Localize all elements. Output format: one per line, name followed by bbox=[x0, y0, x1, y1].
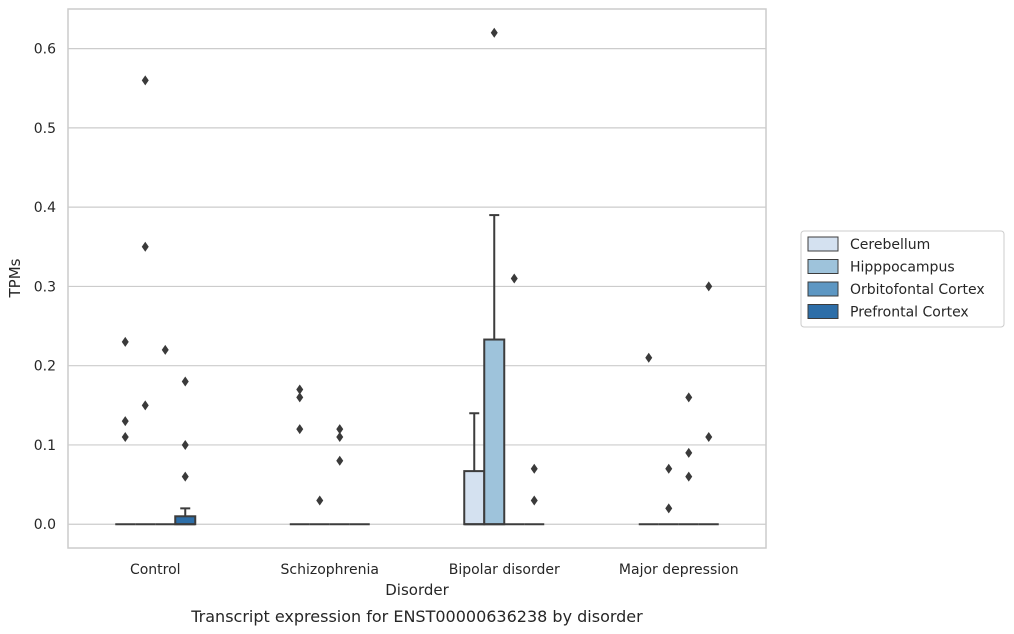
outlier-point bbox=[121, 416, 129, 427]
outlier-point bbox=[296, 424, 304, 435]
outlier-point bbox=[181, 439, 189, 450]
outlier-point bbox=[530, 495, 538, 506]
box bbox=[483, 338, 506, 526]
outlier-point bbox=[685, 392, 693, 403]
x-tick-label: Major depression bbox=[619, 562, 739, 578]
y-tick-label: 0.1 bbox=[34, 438, 56, 454]
y-tick-label: 0.2 bbox=[34, 359, 56, 375]
outlier-point bbox=[296, 392, 304, 403]
outlier-point bbox=[665, 463, 673, 474]
y-tick-label: 0.0 bbox=[34, 517, 56, 533]
plot-frame bbox=[67, 8, 767, 549]
outlier-point bbox=[336, 455, 344, 466]
outlier-point bbox=[665, 503, 673, 514]
box-group bbox=[483, 214, 506, 526]
box-group bbox=[174, 507, 197, 526]
outlier-point bbox=[685, 447, 693, 458]
outlier-point bbox=[685, 471, 693, 482]
legend-label: Prefrontal Cortex bbox=[850, 305, 969, 321]
legend-swatch bbox=[807, 236, 839, 252]
y-tick-label: 0.6 bbox=[34, 42, 56, 58]
outlier-point bbox=[316, 495, 324, 506]
y-axis-title: TPMs bbox=[6, 258, 24, 298]
legend-label: Orbitofontal Cortex bbox=[850, 282, 985, 298]
legend-items: Cerebellum Hipppocampus Orbitofontal Corte… bbox=[807, 236, 985, 321]
outlier-point bbox=[181, 471, 189, 482]
legend-label: Hipppocampus bbox=[850, 260, 955, 276]
x-tick-label: Schizophrenia bbox=[281, 562, 379, 578]
x-tick-label: Control bbox=[130, 562, 181, 578]
legend-frame bbox=[800, 230, 1005, 328]
figure-caption: Transcript expression for ENST0000063623… bbox=[190, 607, 643, 626]
outlier-point bbox=[645, 352, 653, 363]
x-tick-label: Bipolar disorder bbox=[449, 562, 560, 578]
y-tick-label: 0.3 bbox=[34, 279, 56, 295]
legend-swatch bbox=[807, 259, 839, 274]
outlier-point bbox=[296, 384, 304, 395]
legend: Cerebellum Hipppocampus Orbitofontal Corte… bbox=[800, 230, 1005, 328]
outlier-point bbox=[161, 344, 169, 355]
legend-label: Cerebellum bbox=[850, 237, 930, 253]
outlier-point bbox=[336, 432, 344, 443]
legend-swatch bbox=[807, 304, 839, 319]
outlier-point bbox=[121, 432, 129, 443]
x-axis-title: Disorder bbox=[385, 581, 449, 599]
outlier-point bbox=[490, 27, 498, 38]
y-tick-labels: 0.0 0.1 0.2 0.3 0.4 0.5 0.6 bbox=[34, 42, 56, 534]
outlier-point bbox=[141, 241, 149, 252]
outlier-point bbox=[336, 424, 344, 435]
legend-swatch bbox=[807, 281, 839, 297]
outlier-point bbox=[121, 336, 129, 347]
outlier-point bbox=[705, 281, 713, 292]
outlier-point bbox=[705, 432, 713, 443]
outlier-point bbox=[181, 376, 189, 387]
box bbox=[463, 470, 486, 526]
outlier-point bbox=[141, 400, 149, 411]
outlier-points bbox=[121, 27, 713, 514]
box-plot-boxes bbox=[115, 214, 719, 526]
box bbox=[174, 515, 197, 526]
y-tick-label: 0.5 bbox=[34, 121, 56, 137]
x-tick-labels: Control Schizophrenia Bipolar disorder Majo… bbox=[130, 562, 739, 578]
y-tick-label: 0.4 bbox=[34, 200, 56, 216]
outlier-point bbox=[530, 463, 538, 474]
outlier-point bbox=[141, 75, 149, 86]
outlier-point bbox=[510, 273, 518, 284]
